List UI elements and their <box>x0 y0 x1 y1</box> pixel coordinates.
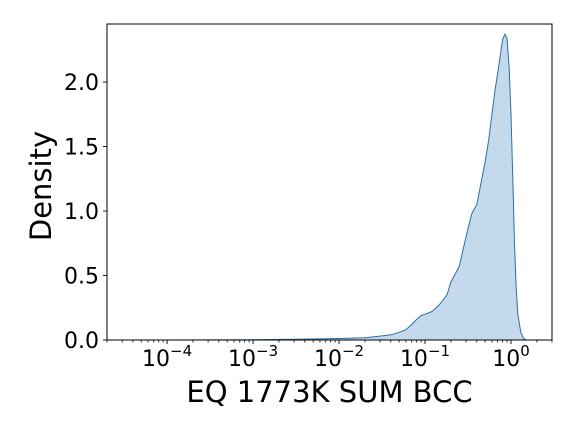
y-tick-label: 2.0 <box>64 71 99 96</box>
x-axis-ticks: 10−4 10−3 10−2 10−1 100 <box>142 340 530 372</box>
y-tick-label: 0.5 <box>64 265 99 290</box>
y-tick-label: 0.0 <box>64 329 99 354</box>
density-area-fill <box>127 34 527 341</box>
x-tick-label: 10−2 <box>314 342 364 372</box>
x-axis-label: EQ 1773K SUM BCC <box>186 375 472 409</box>
x-tick-label: 10−3 <box>228 342 278 372</box>
x-minor-ticks <box>106 340 553 343</box>
x-tick-label: 10−4 <box>142 342 192 372</box>
x-tick-label: 10−1 <box>400 342 450 372</box>
x-tick-label: 100 <box>492 342 530 372</box>
y-axis-ticks: 0.0 0.5 1.0 1.5 2.0 <box>64 71 107 354</box>
density-curve-line <box>127 33 527 341</box>
y-tick-label: 1.5 <box>64 136 99 161</box>
plot-frame <box>106 23 553 341</box>
y-tick-label: 1.0 <box>64 200 99 225</box>
y-axis-label: Density <box>24 131 58 241</box>
